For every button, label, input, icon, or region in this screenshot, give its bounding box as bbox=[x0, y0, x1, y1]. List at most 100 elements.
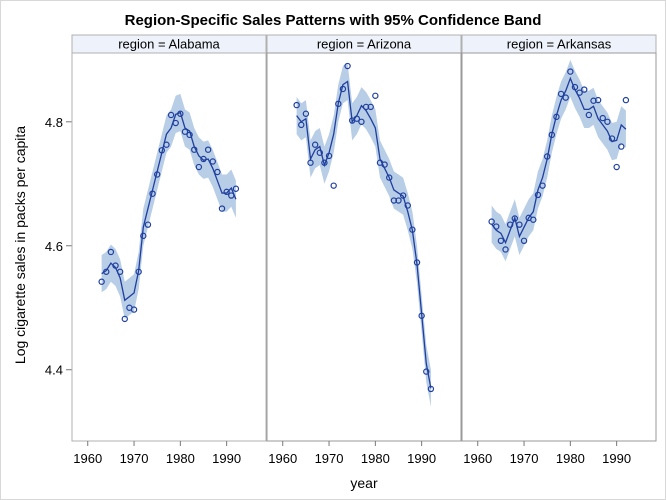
data-point bbox=[228, 192, 235, 199]
data-point bbox=[112, 262, 119, 269]
data-point bbox=[344, 62, 351, 70]
data-point bbox=[562, 94, 569, 101]
data-point bbox=[520, 237, 528, 245]
panel-border bbox=[461, 52, 657, 442]
data-point bbox=[321, 159, 328, 166]
x-tick-label: 1970 bbox=[120, 451, 149, 466]
data-point bbox=[200, 155, 207, 163]
data-point bbox=[158, 147, 166, 154]
data-point bbox=[497, 237, 505, 245]
data-point bbox=[506, 221, 514, 228]
confidence-band bbox=[296, 62, 431, 407]
data-point bbox=[223, 188, 230, 196]
confidence-band bbox=[101, 93, 236, 319]
data-point bbox=[353, 115, 361, 122]
data-point bbox=[140, 232, 147, 240]
data-point bbox=[135, 268, 142, 275]
chart-title: Region-Specific Sales Patterns with 95% … bbox=[125, 12, 542, 29]
x-tick-label: 1990 bbox=[212, 451, 241, 466]
y-axis-label: Log cigarette sales in packs per capita bbox=[12, 126, 28, 364]
data-point bbox=[502, 246, 509, 253]
data-point bbox=[423, 368, 430, 375]
x-tick-label: 1970 bbox=[315, 451, 344, 466]
x-axis-label: year bbox=[350, 475, 378, 491]
y-tick-label: 4.4 bbox=[45, 363, 63, 378]
data-point bbox=[418, 312, 425, 319]
data-point bbox=[516, 221, 523, 228]
panel-2: region = Arkansas 1960 1970 1980 1990 bbox=[461, 34, 657, 466]
data-point bbox=[372, 92, 379, 99]
panel-header-label: region = Arizona bbox=[317, 37, 412, 52]
x-tick-label: 1980 bbox=[556, 451, 585, 466]
data-point bbox=[103, 268, 110, 275]
x-tick-label: 1960 bbox=[463, 451, 492, 466]
data-point bbox=[511, 215, 518, 222]
data-point bbox=[98, 278, 105, 285]
data-point bbox=[543, 153, 551, 160]
data-point bbox=[404, 202, 411, 209]
data-point bbox=[534, 191, 542, 199]
data-point bbox=[557, 90, 565, 98]
data-point bbox=[386, 174, 393, 181]
data-point bbox=[186, 131, 193, 139]
panel-border bbox=[71, 52, 267, 442]
fit-line bbox=[101, 111, 237, 302]
data-point bbox=[339, 85, 347, 93]
data-point bbox=[325, 152, 333, 160]
data-point bbox=[330, 182, 337, 189]
confidence-band bbox=[491, 59, 626, 262]
data-point bbox=[293, 101, 300, 109]
x-tick-label: 1960 bbox=[268, 451, 297, 466]
data-point bbox=[553, 113, 560, 121]
data-point bbox=[599, 114, 606, 122]
data-point bbox=[493, 223, 500, 230]
data-point bbox=[172, 119, 179, 127]
data-point bbox=[316, 149, 323, 156]
x-tick-label: 1990 bbox=[407, 451, 436, 466]
panel-0: region = Alabama 1960 1970 1980 1990 bbox=[71, 34, 267, 466]
y-tick-label: 4.6 bbox=[45, 239, 63, 254]
data-point bbox=[130, 306, 138, 313]
data-point bbox=[427, 385, 435, 393]
data-point bbox=[395, 197, 402, 204]
data-point bbox=[311, 141, 319, 148]
data-point bbox=[381, 161, 388, 168]
x-tick-label: 1980 bbox=[166, 451, 195, 466]
data-point bbox=[298, 121, 305, 129]
data-point bbox=[618, 143, 625, 150]
data-point bbox=[539, 182, 546, 189]
data-point bbox=[116, 268, 124, 275]
data-point bbox=[622, 96, 630, 104]
y-tick-label: 4.8 bbox=[45, 115, 63, 130]
data-point bbox=[576, 89, 583, 96]
data-point bbox=[608, 135, 616, 142]
data-point bbox=[604, 118, 611, 125]
data-point bbox=[121, 315, 128, 323]
data-point bbox=[204, 146, 212, 153]
data-point bbox=[335, 100, 342, 108]
data-point bbox=[302, 110, 310, 117]
fit-line bbox=[491, 76, 627, 245]
data-point bbox=[149, 190, 156, 197]
data-point bbox=[214, 168, 221, 176]
x-tick-label: 1980 bbox=[361, 451, 390, 466]
data-point bbox=[177, 110, 184, 117]
data-point bbox=[191, 146, 198, 153]
data-point bbox=[548, 131, 556, 139]
data-point bbox=[195, 163, 203, 171]
data-point bbox=[218, 205, 226, 212]
data-point bbox=[209, 158, 216, 165]
panel-header-label: region = Arkansas bbox=[507, 37, 612, 52]
data-point bbox=[367, 103, 374, 111]
data-point bbox=[232, 185, 240, 192]
x-tick-label: 1990 bbox=[602, 451, 631, 466]
data-point bbox=[488, 218, 495, 225]
data-point bbox=[567, 68, 574, 75]
panel-border bbox=[266, 52, 462, 442]
data-point bbox=[307, 159, 314, 166]
panel-header-label: region = Alabama bbox=[118, 37, 220, 52]
data-point bbox=[409, 226, 416, 233]
data-point bbox=[181, 128, 189, 135]
data-point bbox=[399, 192, 407, 199]
